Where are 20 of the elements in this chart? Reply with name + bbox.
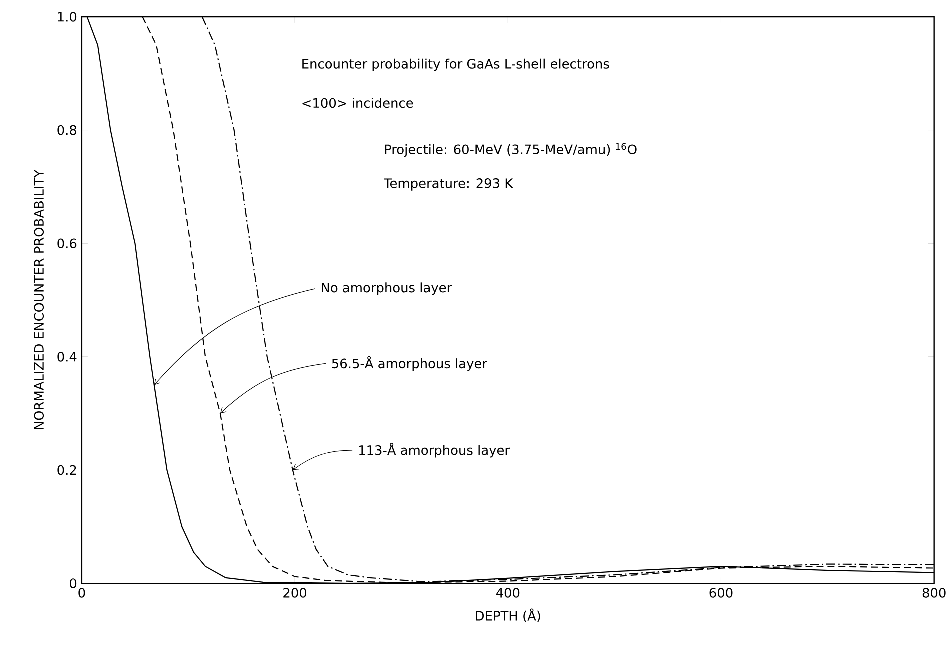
annotation: Temperature: 293 K xyxy=(384,178,514,192)
x-tick-label: 600 xyxy=(710,588,733,598)
annotation: No amorphous layer xyxy=(322,282,452,296)
x-tick-label: 200 xyxy=(284,588,307,598)
annotation: Encounter probability for GaAs L-shell electrons xyxy=(302,59,610,72)
x-axis-title: DEPTH (Å) xyxy=(476,608,540,623)
annotation: 113-Å amorphous layer xyxy=(359,443,510,458)
y-tick-label: 1.0 xyxy=(58,12,77,22)
annotation: <100> incidence xyxy=(302,98,414,108)
annotation: Projectile: 60-MeV (3.75-MeV/amu) $^{16}$O xyxy=(385,143,637,158)
x-tick-label: 0 xyxy=(78,588,86,598)
x-tick-label: 800 xyxy=(922,588,946,598)
y-tick-label: 0.8 xyxy=(58,126,77,136)
y-axis-title: NORMALIZED ENCOUNTER PROBABILITY xyxy=(34,170,44,430)
annotation: 56.5-Å amorphous layer xyxy=(332,356,488,372)
y-tick-label: 0.4 xyxy=(58,352,77,362)
y-tick-label: 0.2 xyxy=(58,466,76,476)
x-tick-label: 400 xyxy=(496,588,520,598)
y-tick-label: 0.6 xyxy=(58,238,77,249)
y-tick-label: 0 xyxy=(70,578,77,589)
